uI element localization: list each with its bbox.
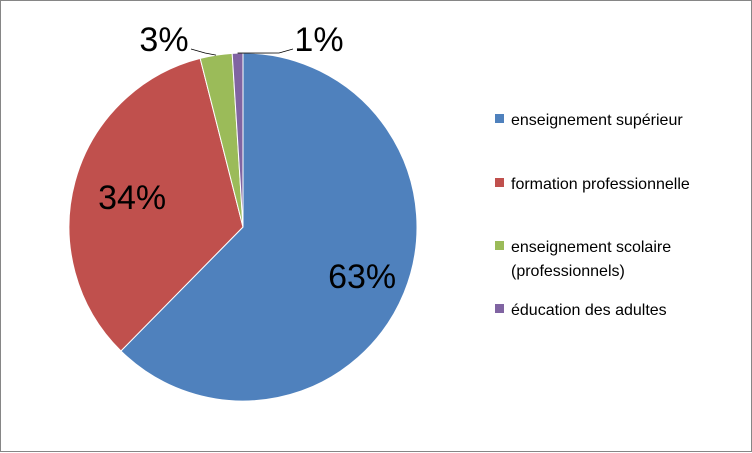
legend-label-formation-professionnelle: formation professionnelle	[511, 176, 690, 193]
legend-label-enseignement-scolaire-professionnels-line2: (professionnels)	[511, 263, 625, 280]
legend-label-education-des-adultes: éducation des adultes	[511, 302, 667, 319]
legend-label-enseignement-superieur: enseignement supérieur	[511, 112, 683, 129]
pie-slice-enseignement-superieur	[120, 52, 418, 402]
data-label-enseignement-scolaire-professionnels: 3%	[139, 21, 188, 59]
data-label-enseignement-superieur: 63%	[328, 258, 396, 296]
data-label-education-des-adultes: 1%	[294, 21, 343, 59]
legend-label-enseignement-scolaire-professionnels: enseignement scolaire	[511, 239, 671, 256]
data-labels: 63% 34% 3% 1%	[98, 21, 396, 296]
legend-swatch-enseignement-superieur	[495, 114, 504, 123]
data-label-formation-professionnelle: 34%	[98, 179, 166, 217]
legend-swatch-formation-professionnelle	[495, 178, 504, 187]
leader-line-enseignement-scolaire-professionnels	[190, 48, 217, 56]
leader-lines	[190, 48, 294, 56]
legend: enseignement supérieur formation professi…	[495, 112, 690, 319]
leader-line-education-des-adultes	[237, 48, 294, 54]
pie-slices	[68, 52, 418, 402]
legend-swatch-education-des-adultes	[495, 304, 504, 313]
pie-slice-formation-professionnelle	[68, 57, 244, 352]
legend-swatch-enseignement-scolaire-professionnels	[495, 241, 504, 250]
